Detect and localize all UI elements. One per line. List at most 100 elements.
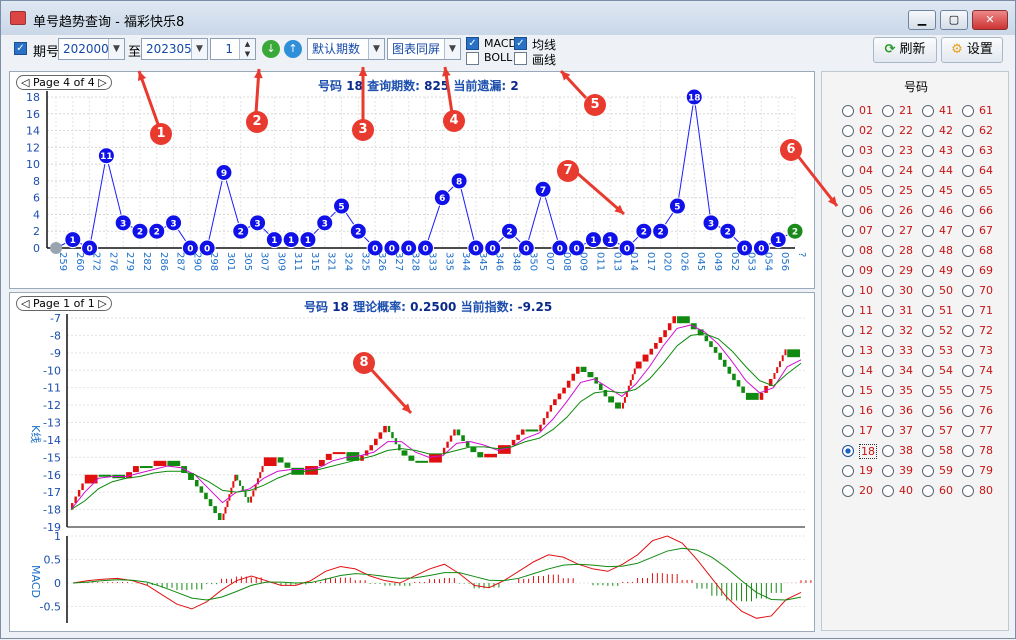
number-radio-39[interactable] — [882, 465, 894, 477]
number-radio-53[interactable] — [922, 345, 934, 357]
maximize-button[interactable]: ▢ — [940, 10, 968, 30]
number-radio-30[interactable] — [882, 285, 894, 297]
number-label[interactable]: 20 — [859, 484, 873, 497]
number-label[interactable]: 02 — [859, 124, 873, 137]
number-label[interactable]: 47 — [939, 224, 953, 237]
number-label[interactable]: 71 — [979, 304, 993, 317]
number-label[interactable]: 57 — [939, 424, 953, 437]
number-label[interactable]: 03 — [859, 144, 873, 157]
number-label[interactable]: 06 — [859, 204, 873, 217]
number-label[interactable]: 42 — [939, 124, 953, 137]
number-radio-33[interactable] — [882, 345, 894, 357]
number-radio-07[interactable] — [842, 225, 854, 237]
period-from-select[interactable]: 2020001 ▼ — [58, 38, 125, 60]
number-radio-74[interactable] — [962, 365, 974, 377]
number-label[interactable]: 30 — [899, 284, 913, 297]
number-radio-34[interactable] — [882, 365, 894, 377]
number-radio-19[interactable] — [842, 465, 854, 477]
number-label[interactable]: 54 — [939, 364, 953, 377]
page-next-icon[interactable]: ▷ — [98, 76, 107, 89]
number-label[interactable]: 63 — [979, 144, 993, 157]
number-radio-52[interactable] — [922, 325, 934, 337]
number-label[interactable]: 49 — [939, 264, 953, 277]
number-label[interactable]: 29 — [899, 264, 913, 277]
number-radio-67[interactable] — [962, 225, 974, 237]
number-radio-35[interactable] — [882, 385, 894, 397]
refresh-button[interactable]: ⟳ 刷新 — [873, 37, 937, 63]
period-to-select[interactable]: 2023058 ▼ — [141, 38, 208, 60]
macd-checkbox[interactable]: ✓ — [466, 37, 479, 50]
number-radio-77[interactable] — [962, 425, 974, 437]
number-radio-26[interactable] — [882, 205, 894, 217]
number-label[interactable]: 78 — [979, 444, 993, 457]
number-label[interactable]: 11 — [859, 304, 873, 317]
number-label[interactable]: 16 — [859, 404, 873, 417]
number-label[interactable]: 61 — [979, 104, 993, 117]
number-label[interactable]: 65 — [979, 184, 993, 197]
number-radio-59[interactable] — [922, 465, 934, 477]
number-radio-01[interactable] — [842, 105, 854, 117]
spinner-arrows-icon[interactable]: ▲ ▼ — [239, 39, 255, 59]
number-radio-32[interactable] — [882, 325, 894, 337]
number-label[interactable]: 08 — [859, 244, 873, 257]
number-label[interactable]: 38 — [899, 444, 913, 457]
number-radio-17[interactable] — [842, 425, 854, 437]
number-radio-76[interactable] — [962, 405, 974, 417]
number-label[interactable]: 68 — [979, 244, 993, 257]
number-label[interactable]: 67 — [979, 224, 993, 237]
period-spinner[interactable]: 1 ▲ ▼ — [210, 38, 256, 60]
number-radio-11[interactable] — [842, 305, 854, 317]
number-radio-45[interactable] — [922, 185, 934, 197]
number-label[interactable]: 52 — [939, 324, 953, 337]
number-label[interactable]: 55 — [939, 384, 953, 397]
number-label[interactable]: 70 — [979, 284, 993, 297]
number-radio-58[interactable] — [922, 445, 934, 457]
number-label[interactable]: 73 — [979, 344, 993, 357]
number-radio-06[interactable] — [842, 205, 854, 217]
number-label[interactable]: 58 — [939, 444, 953, 457]
number-label[interactable]: 33 — [899, 344, 913, 357]
number-label[interactable]: 35 — [899, 384, 913, 397]
number-label[interactable]: 36 — [899, 404, 913, 417]
number-radio-55[interactable] — [922, 385, 934, 397]
number-radio-56[interactable] — [922, 405, 934, 417]
number-radio-02[interactable] — [842, 125, 854, 137]
number-radio-61[interactable] — [962, 105, 974, 117]
number-radio-62[interactable] — [962, 125, 974, 137]
number-label[interactable]: 13 — [859, 344, 873, 357]
number-radio-16[interactable] — [842, 405, 854, 417]
number-label[interactable]: 27 — [899, 224, 913, 237]
number-label[interactable]: 22 — [899, 124, 913, 137]
number-radio-38[interactable] — [882, 445, 894, 457]
number-radio-25[interactable] — [882, 185, 894, 197]
number-label[interactable]: 51 — [939, 304, 953, 317]
number-radio-31[interactable] — [882, 305, 894, 317]
number-label[interactable]: 17 — [859, 424, 873, 437]
number-label[interactable]: 53 — [939, 344, 953, 357]
number-label[interactable]: 62 — [979, 124, 993, 137]
number-label[interactable]: 59 — [939, 464, 953, 477]
number-label[interactable]: 07 — [859, 224, 873, 237]
number-label[interactable]: 14 — [859, 364, 873, 377]
number-radio-36[interactable] — [882, 405, 894, 417]
number-radio-20[interactable] — [842, 485, 854, 497]
number-radio-22[interactable] — [882, 125, 894, 137]
minimize-button[interactable]: ▁ — [908, 10, 936, 30]
trend-pager[interactable]: ◁ Page 4 of 4 ▷ — [16, 75, 112, 90]
page-prev-icon[interactable]: ◁ — [21, 297, 30, 310]
number-radio-65[interactable] — [962, 185, 974, 197]
number-label[interactable]: 10 — [859, 284, 873, 297]
number-label[interactable]: 40 — [899, 484, 913, 497]
number-radio-47[interactable] — [922, 225, 934, 237]
number-radio-21[interactable] — [882, 105, 894, 117]
number-label[interactable]: 25 — [899, 184, 913, 197]
number-label[interactable]: 18 — [859, 444, 877, 459]
number-radio-70[interactable] — [962, 285, 974, 297]
number-radio-43[interactable] — [922, 145, 934, 157]
number-radio-42[interactable] — [922, 125, 934, 137]
number-radio-54[interactable] — [922, 365, 934, 377]
number-radio-40[interactable] — [882, 485, 894, 497]
number-radio-08[interactable] — [842, 245, 854, 257]
number-label[interactable]: 80 — [979, 484, 993, 497]
prev-period-button[interactable]: ↑ — [284, 40, 302, 58]
